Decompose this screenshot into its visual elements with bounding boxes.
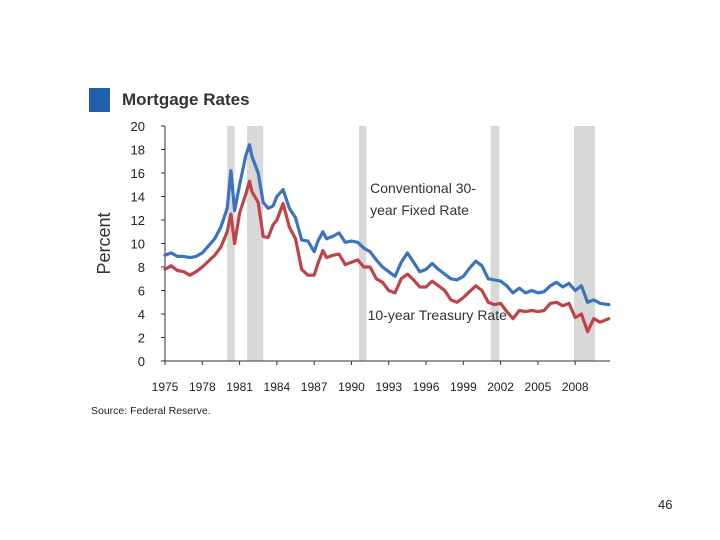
recession-band-3 [490, 126, 500, 361]
y-tick-label-8: 16 [131, 166, 145, 181]
y-tick-label-5: 10 [131, 237, 145, 252]
y-tick-label-4: 8 [138, 260, 145, 275]
x-tick-label-6: 1993 [375, 380, 402, 394]
y-tick-label-10: 20 [131, 119, 145, 134]
title-marker-square [89, 88, 110, 112]
source-note: Source: Federal Reserve. [91, 405, 211, 417]
x-tick-label-4: 1987 [301, 380, 328, 394]
recession-bands [227, 126, 596, 361]
x-tick-label-11: 2008 [562, 380, 589, 394]
x-tick-label-7: 1996 [413, 380, 440, 394]
y-tick-label-1: 2 [138, 331, 145, 346]
series-lines [163, 143, 611, 334]
series-line-0 [163, 143, 611, 307]
x-tick-label-8: 1999 [450, 380, 477, 394]
chart-title: Mortgage Rates [122, 90, 250, 109]
x-tick-label-0: 1975 [152, 380, 179, 394]
page-number: 46 [658, 497, 673, 512]
axes: 0 2 4 6 8 10 12 14 16 18 20 1975 1978 1981 1984 1987 199… [94, 119, 610, 394]
y-axis-label: Percent [94, 212, 114, 274]
y-tick-label-0: 0 [138, 354, 145, 369]
chart-title-block: Mortgage Rates [89, 88, 250, 112]
y-tick-label-3: 6 [138, 284, 145, 299]
annotation-0-line-0: Conventional 30- [370, 180, 476, 196]
x-tick-label-10: 2005 [525, 380, 552, 394]
x-tick-label-2: 1981 [226, 380, 253, 394]
y-tick-label-7: 14 [131, 190, 145, 205]
x-tick-label-5: 1990 [338, 380, 365, 394]
annotations: Conventional 30- year Fixed Rate 10-year T… [368, 180, 507, 323]
annotation-1: 10-year Treasury Rate [368, 307, 507, 323]
x-tick-label-3: 1984 [264, 380, 291, 394]
recession-band-0 [227, 126, 235, 361]
y-tick-label-9: 18 [131, 143, 145, 158]
series-line-1 [163, 179, 611, 334]
y-tick-label-6: 12 [131, 213, 145, 228]
annotation-0: Conventional 30- year Fixed Rate [370, 180, 476, 218]
x-tick-label-9: 2002 [487, 380, 514, 394]
annotation-1-line-0: 10-year Treasury Rate [368, 307, 507, 323]
annotation-0-line-1: year Fixed Rate [370, 202, 469, 218]
y-tick-label-2: 4 [138, 307, 145, 322]
recession-band-2 [358, 126, 367, 361]
x-tick-label-1: 1978 [189, 380, 216, 394]
